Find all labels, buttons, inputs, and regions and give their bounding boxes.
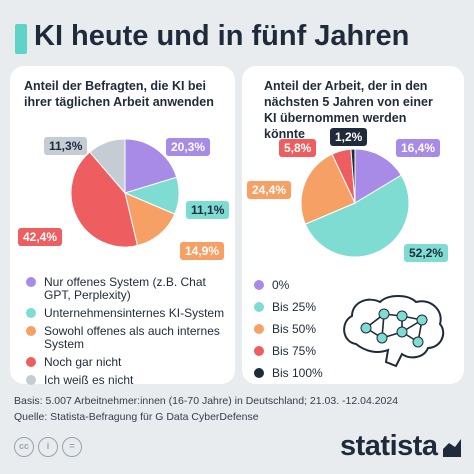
legend-label: Bis 75% (272, 344, 317, 358)
left-pie-slice-4 (89, 138, 126, 195)
right-pie-slice-2 (300, 153, 356, 225)
left-pie-slice-2 (124, 192, 176, 247)
legend-item: Ich weiß es nicht (26, 374, 226, 387)
right-label-50: 24,4% (247, 181, 292, 199)
legend-label: Sowohl offenes als auch internes System (44, 324, 220, 351)
right-chart-title: Anteil der Arbeit, der in den nächsten 5… (264, 79, 433, 141)
left-label-open-system: 20,3% (166, 138, 211, 156)
right-pie-chart (300, 148, 410, 258)
legend-swatch (26, 277, 36, 287)
right-label-0: 16,4% (396, 139, 441, 157)
attribution-icon[interactable]: i (38, 437, 58, 457)
legend-swatch (26, 375, 36, 385)
page-title: KI heute und in fünf Jahren (34, 20, 410, 52)
legend-swatch (26, 357, 36, 367)
legend-item: Bis 50% (254, 323, 344, 336)
legend-label: Ich weiß es nicht (44, 373, 134, 387)
right-pie-slice-1 (304, 174, 410, 258)
legend-item: Sowohl offenes als auch internes System (26, 325, 226, 351)
right-pie-slice-0 (354, 148, 402, 204)
footer-source: Quelle: Statista-Befragung für G Data Cy… (14, 411, 259, 423)
legend-item: Nur offenes System (z.B. Chat GPT, Perpl… (26, 276, 226, 302)
legend-label: Bis 25% (272, 300, 317, 314)
legend-label: Bis 50% (272, 322, 317, 336)
legend-label: Noch gar nicht (44, 355, 122, 369)
right-label-100: 1,2% (330, 128, 368, 146)
legend-label: Unternehmensinternes KI-System (44, 306, 225, 320)
left-pie-slice-3 (70, 151, 139, 248)
left-label-not-yet: 42,4% (18, 228, 63, 246)
legend-label: Nur offenes System (z.B. Chat GPT, Perpl… (44, 275, 206, 302)
statista-logo[interactable]: statista (340, 430, 438, 462)
brain-network-icon (343, 295, 445, 368)
legend-item: Unternehmensinternes KI-System (26, 307, 226, 320)
legend-swatch (254, 368, 264, 378)
legend-swatch (254, 346, 264, 356)
right-legend: 0% Bis 25% Bis 50% Bis 75% Bis 100% (254, 279, 344, 389)
legend-item: Bis 75% (254, 345, 344, 358)
footer-basis: Basis: 5.007 Arbeitnehmer:innen (16-70 J… (14, 395, 399, 407)
legend-item: Bis 100% (254, 367, 344, 380)
right-label-75: 5,8% (279, 139, 317, 157)
left-label-internal-system: 11,1% (186, 201, 230, 219)
legend-swatch (254, 302, 264, 312)
right-pie-slice-4 (350, 148, 356, 204)
legend-swatch (26, 308, 36, 318)
left-chart-panel: Anteil der Befragten, die KI bei ihrer t… (10, 66, 235, 384)
left-chart-title: Anteil der Befragten, die KI bei ihrer t… (24, 79, 214, 109)
left-legend: Nur offenes System (z.B. Chat GPT, Perpl… (26, 276, 226, 392)
creative-commons-icon[interactable]: cc (14, 437, 34, 457)
right-label-25: 52,2% (404, 244, 449, 262)
legend-swatch (26, 326, 36, 336)
no-derivatives-icon[interactable]: = (62, 437, 82, 457)
left-label-both-systems: 14,9% (180, 242, 225, 260)
legend-item: 0% (254, 279, 344, 292)
left-label-unknown: 11,3% (44, 137, 88, 155)
left-pie-chart (70, 138, 180, 248)
legend-item: Noch gar nicht (26, 356, 226, 369)
legend-swatch (254, 280, 264, 290)
statista-logo-icon (443, 439, 461, 457)
legend-label: Bis 100% (272, 366, 323, 380)
legend-item: Bis 25% (254, 301, 344, 314)
left-pie-slice-0 (124, 138, 178, 194)
legend-label: 0% (272, 278, 290, 292)
legend-swatch (254, 324, 264, 334)
title-accent-bar (15, 24, 27, 54)
